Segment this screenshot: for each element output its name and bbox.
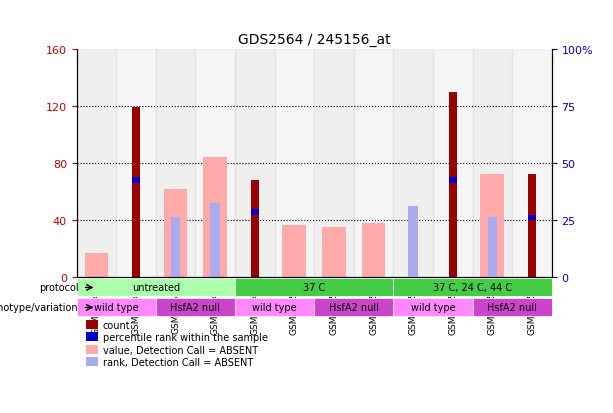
Bar (86, 345, 98, 354)
Bar (132, 178, 140, 184)
Bar (314, 50, 354, 278)
Bar (86, 332, 98, 342)
Bar (433, 50, 473, 278)
Text: rank, Detection Call = ABSENT: rank, Detection Call = ABSENT (103, 358, 253, 368)
FancyBboxPatch shape (473, 299, 552, 317)
Bar (528, 175, 536, 278)
Bar (85, 254, 109, 278)
Bar (362, 223, 386, 278)
Bar (196, 50, 235, 278)
Bar (394, 50, 433, 278)
Bar (473, 50, 512, 278)
Bar (449, 178, 457, 184)
FancyBboxPatch shape (314, 299, 394, 317)
Bar (251, 209, 259, 215)
Bar (275, 50, 314, 278)
Bar (132, 108, 140, 278)
Bar (86, 320, 98, 329)
FancyBboxPatch shape (394, 299, 473, 317)
Bar (354, 50, 394, 278)
Bar (77, 50, 116, 278)
Bar (449, 93, 457, 278)
Text: protocol: protocol (39, 283, 78, 293)
Text: wild type: wild type (94, 303, 139, 313)
Bar (528, 215, 536, 221)
Bar (283, 225, 306, 278)
Text: count: count (103, 320, 131, 330)
Bar (481, 175, 504, 278)
FancyBboxPatch shape (77, 279, 235, 297)
Text: value, Detection Call = ABSENT: value, Detection Call = ABSENT (103, 345, 258, 355)
Bar (235, 50, 275, 278)
Bar (116, 50, 156, 278)
Bar (487, 218, 497, 278)
Text: wild type: wild type (253, 303, 297, 313)
Bar (164, 189, 188, 278)
Bar (322, 228, 346, 278)
Text: 37 C, 24 C, 44 C: 37 C, 24 C, 44 C (433, 283, 512, 293)
FancyBboxPatch shape (77, 299, 156, 317)
Bar (86, 358, 98, 367)
FancyBboxPatch shape (235, 299, 314, 317)
Text: genotype/variation: genotype/variation (0, 303, 78, 313)
Bar (210, 204, 220, 278)
FancyBboxPatch shape (156, 299, 235, 317)
FancyBboxPatch shape (394, 279, 552, 297)
Bar (408, 206, 418, 278)
Bar (204, 158, 227, 278)
Title: GDS2564 / 245156_at: GDS2564 / 245156_at (238, 33, 390, 47)
Text: HsfA2 null: HsfA2 null (329, 303, 379, 313)
Bar (512, 50, 552, 278)
Text: HsfA2 null: HsfA2 null (487, 303, 537, 313)
Text: percentile rank within the sample: percentile rank within the sample (103, 332, 268, 343)
Bar (251, 181, 259, 278)
Text: 37 C: 37 C (303, 283, 326, 293)
Text: wild type: wild type (411, 303, 455, 313)
Text: HsfA2 null: HsfA2 null (170, 303, 220, 313)
Bar (156, 50, 196, 278)
Bar (171, 218, 180, 278)
FancyBboxPatch shape (235, 279, 394, 297)
Text: untreated: untreated (132, 283, 180, 293)
